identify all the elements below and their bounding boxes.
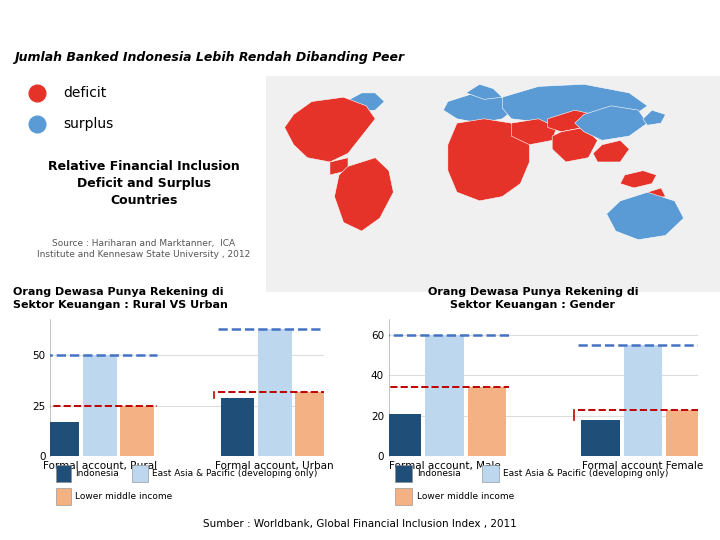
FancyBboxPatch shape [482,465,499,482]
Polygon shape [647,188,665,199]
Polygon shape [334,158,393,231]
Text: Indonesia: Indonesia [417,469,460,478]
Polygon shape [503,84,647,125]
Bar [258,329,292,456]
Text: Orang Dewasa Punya Rekening di
Sektor Keuangan : Rural VS Urban: Orang Dewasa Punya Rekening di Sektor Ke… [13,287,228,310]
Bar [120,406,154,456]
Polygon shape [448,119,529,201]
FancyBboxPatch shape [395,488,412,505]
Bar [666,410,704,456]
Polygon shape [511,119,557,145]
Polygon shape [643,110,665,125]
Text: surplus: surplus [63,117,114,131]
Polygon shape [284,97,375,162]
Bar [468,388,506,456]
Text: Lower middle income: Lower middle income [75,492,172,501]
Text: Jumlah Banked Indonesia Lebih Rendah Dibanding Peer: Jumlah Banked Indonesia Lebih Rendah Dib… [14,51,405,64]
Polygon shape [466,84,503,99]
Polygon shape [620,171,657,188]
Text: Orang Dewasa Punya Rekening di
Sektor Keuangan : Gender: Orang Dewasa Punya Rekening di Sektor Ke… [428,287,638,310]
Polygon shape [575,106,647,140]
Polygon shape [606,192,684,240]
Bar [624,345,662,456]
Text: Lower middle income: Lower middle income [417,492,514,501]
Polygon shape [552,127,598,162]
Bar [295,392,329,456]
Text: East Asia & Pacific (developing only): East Asia & Pacific (developing only) [152,469,317,478]
Polygon shape [444,93,516,123]
Text: deficit: deficit [63,86,107,100]
Bar [83,355,117,456]
Bar [220,397,254,456]
FancyBboxPatch shape [132,465,148,482]
Text: Latar Belakang: Latar Belakang [9,6,246,34]
Bar [383,414,421,456]
Bar [581,420,619,456]
Bar [45,422,79,456]
Polygon shape [330,158,348,175]
Text: Sumber : Worldbank, Global Financial Inclusion Index , 2011: Sumber : Worldbank, Global Financial Inc… [203,519,517,529]
Bar [426,335,464,456]
FancyBboxPatch shape [56,488,71,505]
Polygon shape [593,140,629,162]
Polygon shape [346,93,384,112]
FancyBboxPatch shape [266,76,720,292]
FancyBboxPatch shape [395,465,412,482]
Text: Relative Financial Inclusion
Deficit and Surplus
Countries: Relative Financial Inclusion Deficit and… [48,160,240,207]
Text: Indonesia: Indonesia [75,469,119,478]
Polygon shape [548,110,593,132]
Text: Source : Hariharan and Marktanner,  ICA
Institute and Kennesaw State University : Source : Hariharan and Marktanner, ICA I… [37,239,251,259]
Text: East Asia & Pacific (developing only): East Asia & Pacific (developing only) [503,469,669,478]
FancyBboxPatch shape [56,465,71,482]
